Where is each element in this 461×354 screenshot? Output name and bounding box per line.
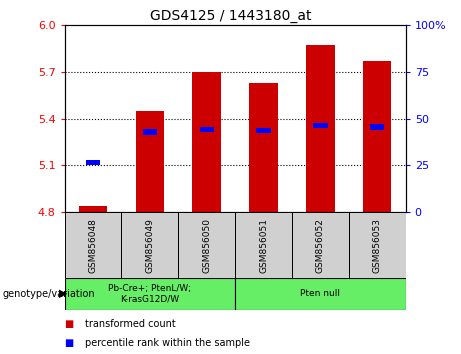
- Bar: [143, 129, 157, 135]
- Bar: [249, 82, 278, 212]
- Text: ■: ■: [65, 338, 74, 348]
- Bar: [256, 127, 271, 133]
- Text: GSM856051: GSM856051: [259, 218, 268, 273]
- Bar: [65, 212, 121, 278]
- Text: percentile rank within the sample: percentile rank within the sample: [85, 338, 250, 348]
- Text: GSM856048: GSM856048: [89, 218, 97, 273]
- Bar: [136, 111, 164, 212]
- Bar: [79, 206, 107, 212]
- Bar: [86, 160, 100, 165]
- Bar: [235, 212, 292, 278]
- Text: GSM856053: GSM856053: [373, 218, 382, 273]
- Text: Pten null: Pten null: [301, 289, 340, 298]
- Bar: [235, 278, 406, 310]
- Bar: [313, 123, 327, 129]
- Bar: [292, 212, 349, 278]
- Bar: [370, 125, 384, 130]
- Text: ■: ■: [65, 319, 74, 329]
- Bar: [121, 212, 178, 278]
- Text: transformed count: transformed count: [85, 319, 176, 329]
- Bar: [349, 212, 406, 278]
- Bar: [65, 278, 235, 310]
- Bar: [363, 61, 391, 212]
- Text: genotype/variation: genotype/variation: [2, 289, 95, 299]
- Text: GSM856049: GSM856049: [145, 218, 154, 273]
- Text: GDS4125 / 1443180_at: GDS4125 / 1443180_at: [150, 9, 311, 23]
- Polygon shape: [59, 290, 67, 298]
- Bar: [178, 212, 235, 278]
- Bar: [200, 127, 214, 132]
- Text: GSM856050: GSM856050: [202, 218, 211, 273]
- Bar: [306, 45, 335, 212]
- Text: GSM856052: GSM856052: [316, 218, 325, 273]
- Bar: [193, 72, 221, 212]
- Text: Pb-Cre+; PtenL/W;
K-rasG12D/W: Pb-Cre+; PtenL/W; K-rasG12D/W: [108, 284, 191, 304]
